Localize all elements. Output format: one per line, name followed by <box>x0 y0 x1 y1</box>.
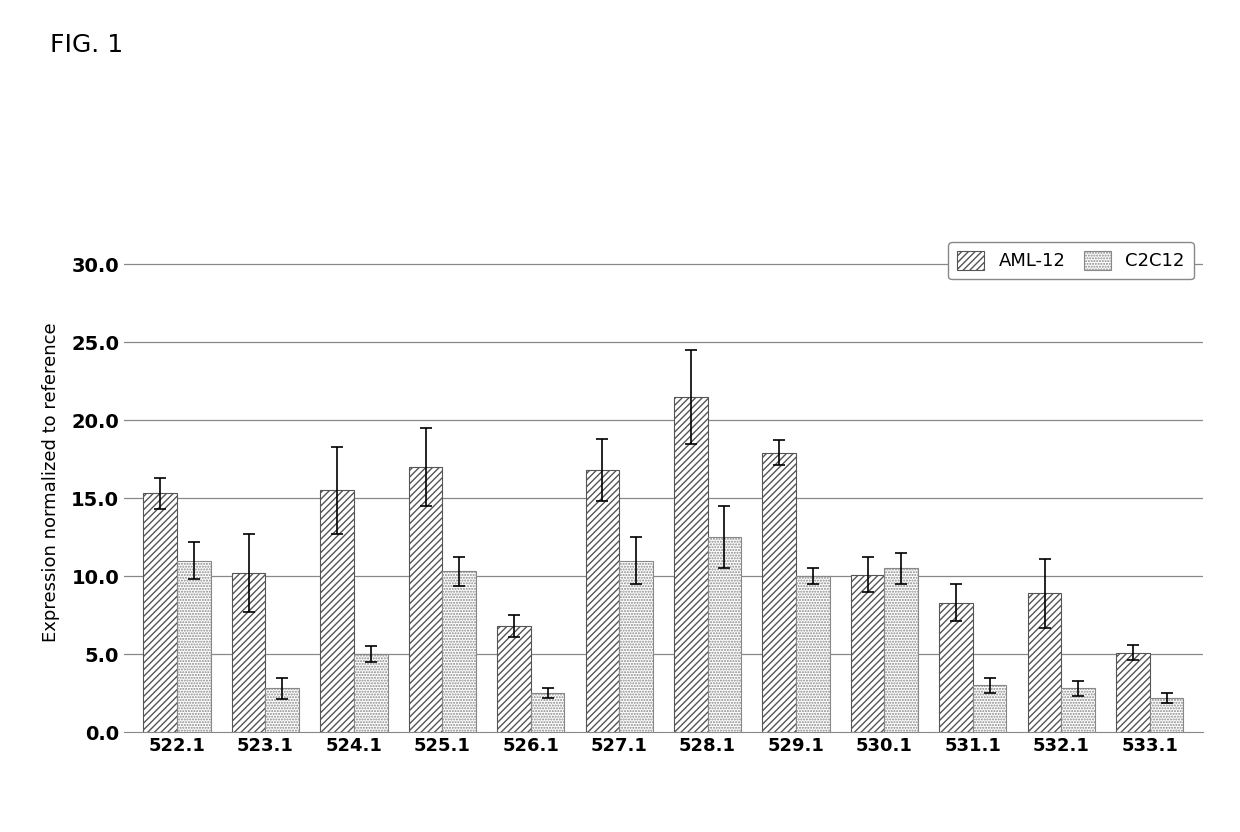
Bar <box>1116 652 1149 732</box>
Bar <box>1028 593 1061 732</box>
Bar <box>265 689 299 732</box>
Bar <box>973 686 1007 732</box>
Bar <box>144 493 177 732</box>
Bar <box>796 576 830 732</box>
Bar <box>177 561 211 732</box>
Y-axis label: Expression normalized to reference: Expression normalized to reference <box>42 323 60 642</box>
Bar <box>1061 689 1095 732</box>
Bar <box>851 575 884 732</box>
Bar <box>585 470 619 732</box>
Bar <box>675 397 708 732</box>
Text: FIG. 1: FIG. 1 <box>50 33 123 57</box>
Bar <box>232 573 265 732</box>
Bar <box>443 572 476 732</box>
Bar <box>708 537 742 732</box>
Bar <box>619 561 652 732</box>
Bar <box>409 467 443 732</box>
Legend: AML-12, C2C12: AML-12, C2C12 <box>949 242 1194 280</box>
Bar <box>497 626 531 732</box>
Bar <box>884 568 918 732</box>
Bar <box>1149 698 1183 732</box>
Bar <box>939 602 973 732</box>
Bar <box>320 490 353 732</box>
Bar <box>531 693 564 732</box>
Bar <box>353 654 388 732</box>
Bar <box>763 453 796 732</box>
